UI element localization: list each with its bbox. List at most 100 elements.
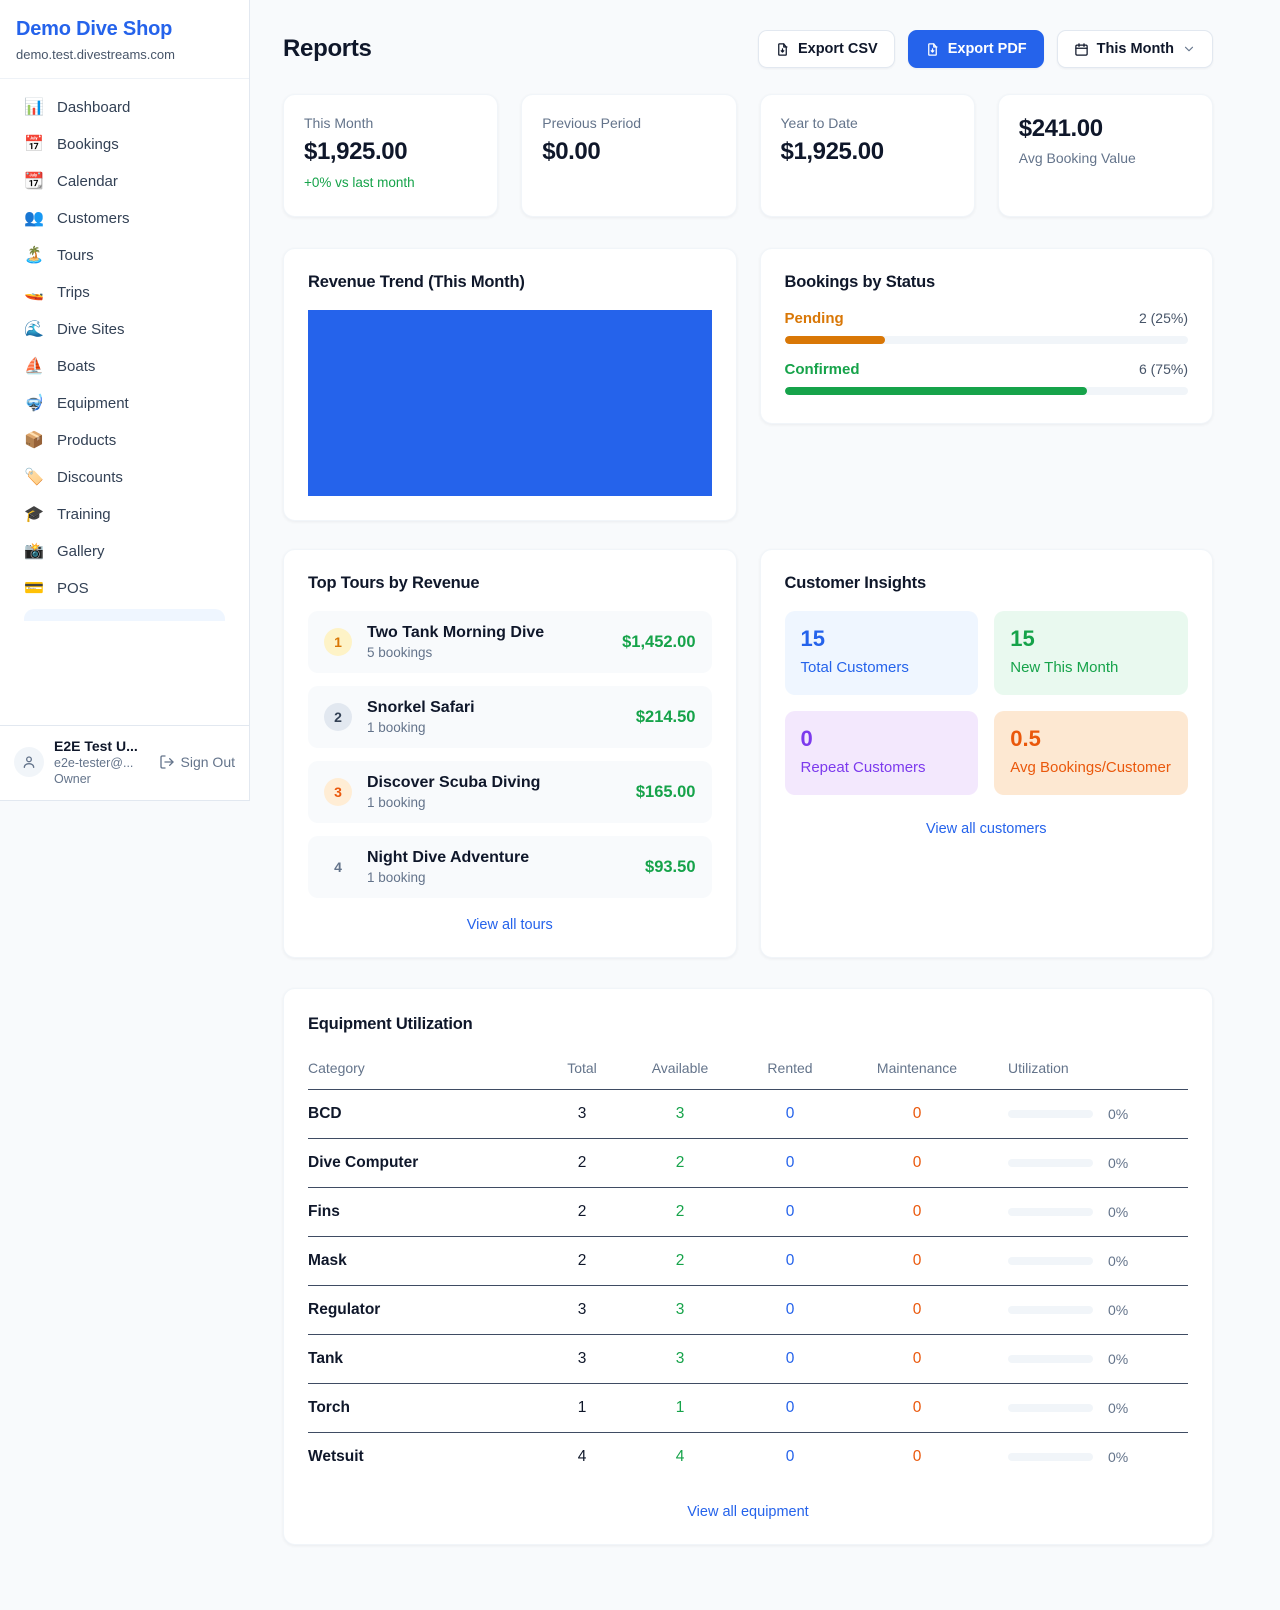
- period-dropdown[interactable]: This Month: [1056, 30, 1213, 68]
- camera-icon: 📸: [24, 542, 44, 560]
- column-header-available: Available: [628, 1052, 732, 1090]
- sidebar-item-discounts[interactable]: 🏷️ Discounts: [12, 459, 237, 496]
- user-name: E2E Test U...: [54, 738, 138, 754]
- user-panel: E2E Test U... e2e-tester@... Owner Sign …: [0, 725, 249, 800]
- sidebar-item-dive-sites[interactable]: 🌊 Dive Sites: [12, 311, 237, 348]
- utilization-cell: 0%: [986, 1253, 1188, 1269]
- sidebar-item-label: Equipment: [57, 395, 129, 412]
- tour-row[interactable]: 3 Discover Scuba Diving 1 booking $165.0…: [308, 761, 712, 823]
- sign-out-button[interactable]: Sign Out: [159, 754, 235, 770]
- utilization-track: [1008, 1110, 1093, 1118]
- tile-label: Repeat Customers: [800, 759, 926, 776]
- tour-row[interactable]: 2 Snorkel Safari 1 booking $214.50: [308, 686, 712, 748]
- insight-tiles: 15 Total Customers 15 New This Month 0 R…: [784, 611, 1188, 795]
- cell-maintenance: 0: [848, 1236, 986, 1286]
- tour-name: Snorkel Safari: [367, 699, 475, 716]
- sidebar-item-training[interactable]: 🎓 Training: [12, 496, 237, 533]
- utilization-cell: 0%: [986, 1302, 1188, 1318]
- tour-bookings: 5 bookings: [367, 645, 433, 660]
- file-download-icon: [778, 42, 788, 56]
- equipment-utilization-title: Equipment Utilization: [308, 1015, 473, 1033]
- export-pdf-button[interactable]: Export PDF: [907, 30, 1044, 68]
- status-label: Pending: [784, 310, 844, 327]
- cell-total: 3: [536, 1285, 628, 1335]
- revenue-trend-card: Revenue Trend (This Month): [283, 248, 737, 521]
- export-csv-button[interactable]: Export CSV: [757, 30, 895, 68]
- cell-category: Wetsuit: [308, 1448, 364, 1465]
- view-all-tours-link[interactable]: View all tours: [466, 917, 553, 933]
- sidebar-item-bookings[interactable]: 📅 Bookings: [12, 126, 237, 163]
- cell-total: 2: [536, 1187, 628, 1237]
- tour-row[interactable]: 1 Two Tank Morning Dive 5 bookings $1,45…: [308, 611, 712, 673]
- view-all-equipment-link[interactable]: View all equipment: [687, 1504, 809, 1520]
- cell-maintenance: 0: [848, 1334, 986, 1384]
- sidebar-item-pos[interactable]: 💳 POS: [12, 570, 237, 607]
- user-avatar: [14, 747, 44, 777]
- user-role: Owner: [54, 772, 91, 786]
- cell-total: 2: [536, 1138, 628, 1188]
- sidebar-item-label: Dashboard: [57, 99, 131, 116]
- cell-available: 4: [675, 1448, 685, 1465]
- sidebar: Demo Dive Shop demo.test.divestreams.com…: [0, 0, 250, 801]
- tour-revenue: $1,452.00: [622, 632, 696, 651]
- cell-maintenance: 0: [848, 1285, 986, 1335]
- utilization-percent: 0%: [1108, 1400, 1129, 1416]
- progress-track: [784, 387, 1188, 395]
- tour-row[interactable]: 4 Night Dive Adventure 1 booking $93.50: [308, 836, 712, 898]
- sidebar-item-label: Trips: [57, 284, 90, 301]
- stat-card-year-to-date: Year to Date $1,925.00: [759, 94, 975, 217]
- sign-out-label: Sign Out: [180, 754, 235, 770]
- utilization-track: [1008, 1355, 1093, 1363]
- sidebar-item-tours[interactable]: 🏝️ Tours: [12, 237, 237, 274]
- sidebar-item-reports-partial[interactable]: [24, 609, 225, 621]
- utilization-track: [1008, 1306, 1093, 1314]
- sidebar-item-trips[interactable]: 🚤 Trips: [12, 274, 237, 311]
- tile-value: 0.5: [1010, 726, 1041, 751]
- cell-rented: 0: [732, 1187, 848, 1237]
- logout-icon: [159, 755, 174, 769]
- tour-revenue: $93.50: [645, 857, 696, 876]
- cell-category: Fins: [308, 1187, 536, 1237]
- column-header-maintenance: Maintenance: [848, 1052, 986, 1090]
- sidebar-item-equipment[interactable]: 🤿 Equipment: [12, 385, 237, 422]
- file-download-icon: [927, 42, 938, 56]
- stat-label: Year to Date: [780, 115, 858, 131]
- calendar-icon: 📆: [24, 172, 44, 190]
- utilization-track: [1008, 1404, 1093, 1412]
- utilization-percent: 0%: [1108, 1302, 1129, 1318]
- page-title: Reports: [283, 35, 372, 62]
- cell-rented: 0: [732, 1285, 848, 1335]
- cell-maintenance: 0: [912, 1448, 922, 1465]
- sidebar-item-calendar[interactable]: 📆 Calendar: [12, 163, 237, 200]
- mid-row: Top Tours by Revenue 1 Two Tank Morning …: [283, 549, 1213, 958]
- shop-name: Demo Dive Shop: [16, 18, 173, 40]
- cell-category: Torch: [308, 1383, 536, 1433]
- table-row: Wetsuit 4 4 0 0 0%: [308, 1433, 1188, 1482]
- utilization-cell: 0%: [986, 1449, 1188, 1465]
- utilization-percent: 0%: [1108, 1351, 1129, 1367]
- stat-cards: This Month $1,925.00 +0% vs last month P…: [283, 94, 1213, 217]
- utilization-track: [1008, 1453, 1093, 1461]
- calendar-icon: [1074, 42, 1088, 56]
- sidebar-item-products[interactable]: 📦 Products: [12, 422, 237, 459]
- sidebar-item-gallery[interactable]: 📸 Gallery: [12, 533, 237, 570]
- table-row: Regulator 3 3 0 0 0%: [308, 1285, 1188, 1335]
- top-tours-title: Top Tours by Revenue: [308, 574, 480, 592]
- utilization-cell: 0%: [986, 1155, 1188, 1171]
- tour-name: Discover Scuba Diving: [367, 774, 541, 791]
- stat-value: $1,925.00: [304, 138, 408, 165]
- cell-available: 3: [628, 1285, 732, 1335]
- sidebar-item-boats[interactable]: ⛵ Boats: [12, 348, 237, 385]
- cell-category: Regulator: [308, 1285, 536, 1335]
- cell-maintenance: 0: [848, 1089, 986, 1139]
- view-all-customers-link[interactable]: View all customers: [925, 821, 1047, 837]
- stat-value: $1,925.00: [780, 138, 885, 165]
- rank-badge: 3: [324, 778, 352, 806]
- utilization-percent: 0%: [1108, 1155, 1129, 1171]
- utilization-track: [1008, 1208, 1093, 1216]
- tour-revenue: $165.00: [635, 782, 696, 801]
- tile-total-customers: 15 Total Customers: [784, 611, 979, 695]
- revenue-trend-chart: [308, 310, 712, 496]
- sidebar-item-dashboard[interactable]: 📊 Dashboard: [12, 89, 237, 126]
- sidebar-item-customers[interactable]: 👥 Customers: [12, 200, 237, 237]
